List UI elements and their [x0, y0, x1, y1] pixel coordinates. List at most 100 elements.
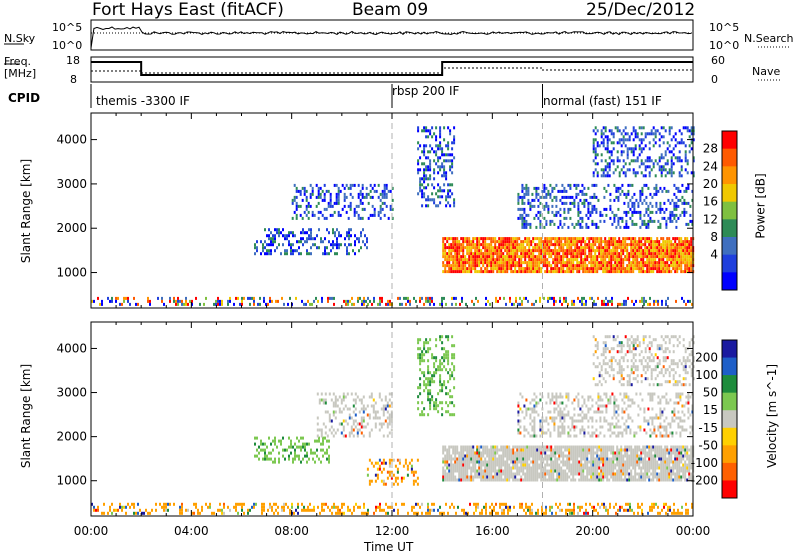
echo-cell	[592, 174, 595, 178]
echo-cell	[600, 261, 603, 265]
echo-cell	[362, 228, 364, 232]
echo-cell	[439, 505, 441, 509]
echo-cell	[562, 445, 565, 449]
echo-cell	[592, 454, 595, 458]
echo-cell	[567, 183, 570, 187]
echo-cell	[609, 299, 611, 303]
echo-cell	[423, 144, 426, 148]
echo-cell	[560, 240, 563, 244]
echo-cell	[433, 356, 436, 360]
echo-cell	[452, 478, 455, 482]
echo-cell	[611, 302, 613, 306]
echo-cell	[472, 243, 475, 247]
echo-cell	[620, 252, 623, 256]
echo-cell	[534, 451, 537, 455]
echo-cell	[516, 240, 519, 244]
echo-cell	[631, 508, 633, 512]
echo-cell	[431, 395, 434, 399]
echo-cell	[484, 261, 487, 265]
echo-cell	[532, 472, 535, 476]
echo-cell	[468, 258, 471, 262]
echo-cell	[657, 207, 660, 211]
echo-cell	[379, 192, 382, 196]
echo-cell	[498, 460, 501, 464]
echo-cell	[608, 174, 611, 178]
echo-cell	[472, 469, 475, 473]
echo-cell	[589, 296, 591, 300]
echo-cell	[527, 505, 529, 509]
echo-cell	[301, 216, 304, 220]
echo-cell	[647, 302, 649, 306]
echo-cell	[445, 153, 448, 157]
echo-cell	[672, 147, 675, 151]
echo-cell	[614, 249, 617, 253]
echo-cell	[554, 255, 557, 259]
echo-cell	[654, 135, 657, 139]
echo-cell	[672, 153, 675, 157]
echo-cell	[529, 505, 531, 509]
echo-cell	[568, 261, 571, 265]
echo-cell	[590, 249, 593, 253]
echo-cell	[628, 264, 631, 268]
echo-cell	[266, 454, 268, 458]
echo-cell	[550, 472, 553, 476]
echo-cell	[443, 380, 446, 384]
echo-cell	[450, 267, 453, 271]
echo-cell	[454, 457, 457, 461]
echo-cell	[427, 359, 430, 363]
echo-cell	[374, 413, 377, 417]
echo-cell	[651, 219, 654, 223]
echo-cell	[223, 502, 225, 506]
echo-cell	[320, 428, 323, 432]
echo-cell	[594, 267, 597, 271]
echo-cell	[464, 460, 467, 464]
echo-cell	[458, 243, 461, 247]
echo-cell	[661, 216, 664, 220]
echo-cell	[259, 296, 261, 300]
echo-cell	[219, 299, 221, 303]
echo-cell	[456, 246, 459, 250]
echo-cell	[419, 299, 421, 303]
echo-cell	[603, 302, 605, 306]
echo-cell	[681, 296, 683, 300]
echo-cell	[437, 404, 440, 408]
echo-cell	[229, 299, 231, 303]
echo-cell	[295, 204, 298, 208]
echo-cell	[521, 207, 524, 211]
echo-cell	[417, 168, 420, 172]
echo-cell	[488, 252, 491, 256]
echo-cell	[448, 270, 451, 274]
echo-cell	[570, 448, 573, 452]
echo-cell	[581, 192, 584, 196]
echo-cell	[684, 240, 687, 244]
echo-cell	[442, 237, 445, 241]
echo-cell	[261, 511, 263, 515]
echo-cell	[281, 296, 283, 300]
echo-cell	[305, 189, 308, 193]
echo-cell	[464, 270, 467, 274]
echo-cell	[634, 246, 637, 250]
echo-cell	[629, 183, 632, 187]
echo-cell	[460, 472, 463, 476]
echo-cell	[685, 189, 688, 193]
echo-cell	[527, 201, 530, 205]
echo-cell	[447, 362, 450, 366]
echo-cell	[644, 249, 647, 253]
echo-cell	[626, 132, 629, 136]
echo-cell	[498, 478, 501, 482]
echo-cell	[548, 246, 551, 250]
echo-cell	[451, 141, 454, 145]
echo-cell	[486, 478, 489, 482]
echo-cell	[544, 243, 547, 247]
echo-cell	[474, 252, 477, 256]
echo-cell	[256, 448, 258, 452]
echo-cell	[587, 225, 590, 229]
echo-cell	[620, 258, 623, 262]
echo-cell	[339, 213, 342, 217]
echo-cell	[482, 469, 485, 473]
echo-cell	[598, 246, 601, 250]
echo-cell	[576, 261, 579, 265]
echo-cell	[686, 264, 689, 268]
echo-cell	[314, 460, 316, 464]
